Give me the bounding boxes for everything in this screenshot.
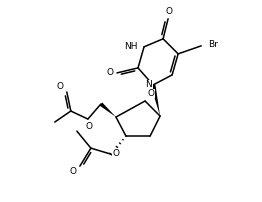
Text: O: O: [113, 149, 120, 158]
Text: O: O: [70, 167, 77, 176]
Text: O: O: [147, 89, 154, 98]
Text: O: O: [85, 122, 92, 131]
Text: O: O: [107, 68, 114, 77]
Text: Br: Br: [208, 40, 218, 49]
Text: NH: NH: [124, 42, 138, 51]
Text: O: O: [57, 82, 64, 91]
Text: O: O: [166, 7, 173, 16]
Polygon shape: [151, 84, 160, 116]
Polygon shape: [100, 102, 116, 117]
Text: N: N: [145, 80, 152, 89]
